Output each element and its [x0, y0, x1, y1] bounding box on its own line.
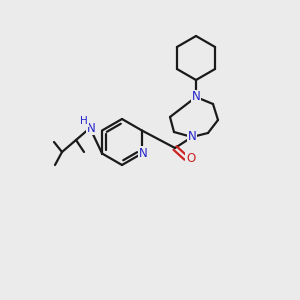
Text: N: N — [192, 91, 200, 103]
Text: N: N — [188, 130, 196, 143]
Text: N: N — [139, 147, 147, 160]
Text: H: H — [80, 116, 88, 126]
Text: O: O — [186, 152, 196, 164]
Text: N: N — [87, 122, 95, 134]
